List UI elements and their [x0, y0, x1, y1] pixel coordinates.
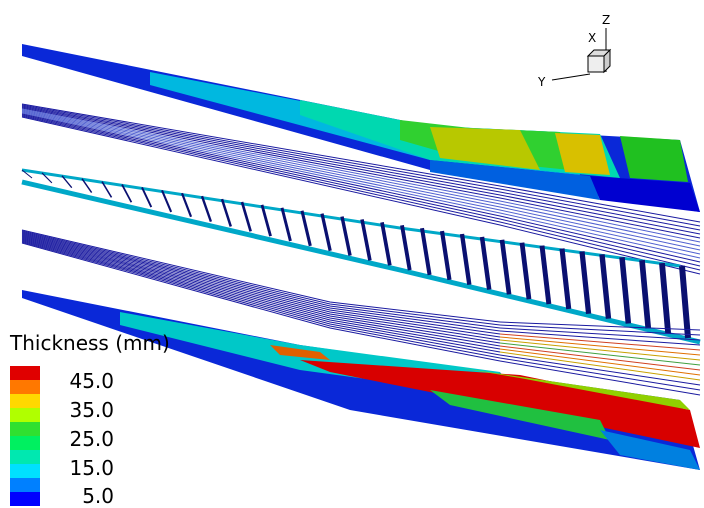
rib: [322, 214, 330, 251]
legend-label: 25.0: [69, 427, 114, 451]
rib: [562, 249, 569, 309]
axis-label: Y: [537, 75, 546, 89]
legend: Thickness (mm) 45.0 35.0 25.0 15.0 5.0: [9, 331, 170, 508]
rib: [262, 205, 271, 236]
axis-label: X: [588, 31, 596, 45]
rib: [482, 237, 489, 290]
legend-label: 15.0: [69, 456, 114, 480]
rib: [622, 257, 628, 323]
legend-title: Thickness (mm): [9, 331, 170, 355]
legend-label: 45.0: [69, 369, 114, 393]
rib: [442, 231, 449, 280]
axis-label: Z: [602, 13, 610, 27]
rib: [462, 234, 469, 285]
rib: [422, 228, 430, 275]
rib: [282, 208, 290, 241]
rib: [642, 260, 648, 328]
legend-label: 5.0: [82, 484, 114, 508]
rib: [662, 263, 668, 333]
rib: [382, 222, 390, 265]
rib: [502, 240, 509, 295]
rib: [542, 246, 549, 304]
rib: [522, 243, 529, 299]
rib: [302, 211, 310, 246]
rib: [342, 217, 350, 256]
rib: [602, 254, 608, 318]
rib: [362, 219, 370, 260]
axis-triad: Z X Y: [537, 13, 610, 89]
rib: [582, 251, 589, 313]
visualization: Thickness (mm) 45.0 35.0 25.0 15.0 5.0 Z…: [0, 0, 704, 508]
rib: [402, 225, 410, 270]
rib: [682, 266, 688, 338]
legend-label: 35.0: [69, 398, 114, 422]
